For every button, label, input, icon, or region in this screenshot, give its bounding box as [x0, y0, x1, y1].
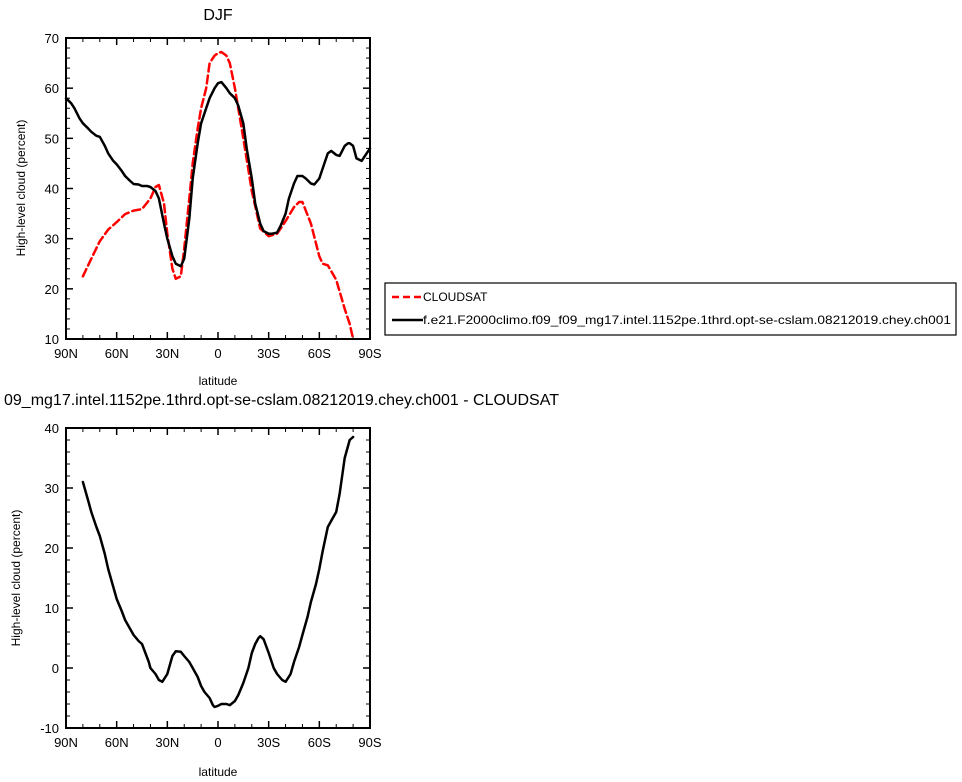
bottom-chart-plot-area: 90N 60N 30N 0 30S 60S 90S -10 0 10 20 30 40 — [40, 421, 382, 750]
bottom-chart-xtick-label: 90S — [358, 735, 381, 750]
top-chart-xtick-label: 0 — [214, 346, 221, 361]
top-chart-xtick-label: 60S — [308, 346, 331, 361]
bottom-chart-xtick-label: 90N — [54, 735, 78, 750]
bottom-chart-ytick-label: 20 — [45, 541, 59, 556]
top-chart-ytick-label: 10 — [45, 332, 59, 347]
bottom-chart-xtick-label: 30N — [155, 735, 179, 750]
bottom-chart-xtick-label: 30S — [257, 735, 280, 750]
bottom-chart-ytick-label: 0 — [52, 661, 59, 676]
top-chart-ylabel: High-level cloud (percent) — [14, 120, 28, 257]
bottom-chart-xtick-label: 60N — [105, 735, 129, 750]
top-chart-plot-area: 90N 60N 30N 0 30S 60S 90S 10 20 30 40 50 60 70 — [45, 31, 382, 361]
bottom-chart: 09_mg17.intel.1152pe.1thrd.opt-se-cslam.… — [4, 392, 559, 779]
top-chart-ytick-label: 30 — [45, 232, 59, 247]
top-chart-xtick-label: 30S — [257, 346, 280, 361]
legend-label-model: f.e21.F2000climo.f09_f09_mg17.intel.1152… — [423, 313, 951, 327]
top-chart-title: DJF — [203, 7, 233, 24]
top-chart-xtick-label: 60N — [105, 346, 129, 361]
top-chart-ytick-label: 50 — [45, 131, 59, 146]
legend-label-cloudsat: CLOUDSAT — [423, 290, 488, 304]
bottom-chart-ytick-label: 40 — [45, 421, 59, 436]
top-chart-xtick-label: 90S — [358, 346, 381, 361]
top-chart-series-0-line — [81, 50, 355, 341]
top-chart-ytick-label: 40 — [45, 182, 59, 197]
top-chart-ytick-label: 60 — [45, 81, 59, 96]
bottom-chart-xtick-label: 0 — [214, 735, 221, 750]
top-chart-legend: CLOUDSAT f.e21.F2000climo.f09_f09_mg17.i… — [384, 282, 957, 336]
bottom-chart-ytick-label: -10 — [40, 721, 59, 736]
top-chart-ytick-label: 20 — [45, 282, 59, 297]
top-chart-xtick-label: 90N — [54, 346, 78, 361]
top-chart-ytick-label: 70 — [45, 31, 59, 46]
top-chart-series-1-line — [64, 80, 372, 268]
top-chart-xlabel: latitude — [199, 374, 238, 388]
bottom-chart-ylabel: High-level cloud (percent) — [9, 510, 23, 647]
bottom-chart-title: 09_mg17.intel.1152pe.1thrd.opt-se-cslam.… — [4, 392, 559, 409]
bottom-chart-xtick-label: 60S — [308, 735, 331, 750]
bottom-chart-ytick-label: 10 — [45, 601, 59, 616]
top-chart-xtick-label: 30N — [155, 346, 179, 361]
top-chart: DJF 90N 60N 30N 0 30S 60S 90S 10 20 30 40 50 60 70 la… — [14, 7, 957, 388]
bottom-chart-series-0-line — [81, 435, 355, 709]
legend-box — [384, 282, 957, 336]
bottom-chart-xlabel: latitude — [199, 765, 238, 779]
bottom-chart-ytick-label: 30 — [45, 481, 59, 496]
